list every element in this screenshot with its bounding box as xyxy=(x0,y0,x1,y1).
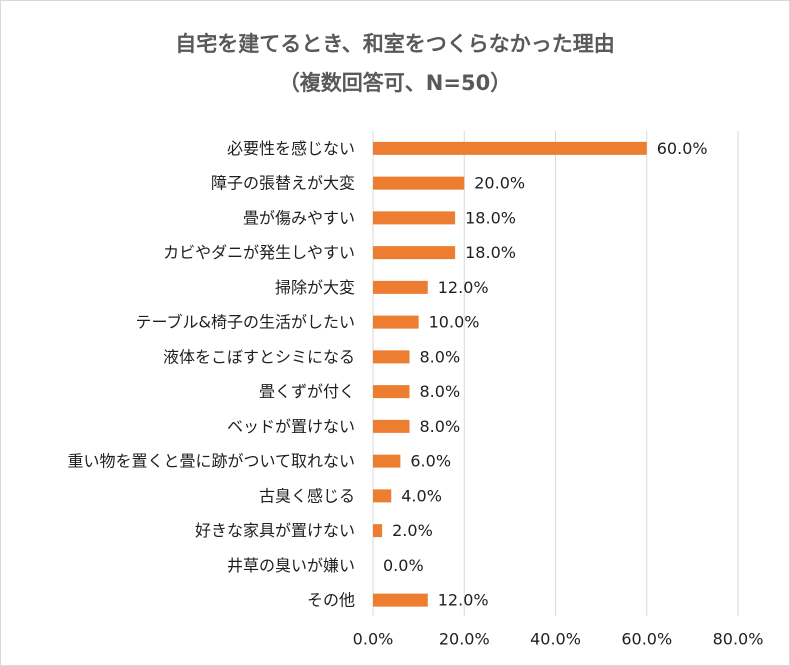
data-label-11: 2.0% xyxy=(392,521,433,540)
category-label-9: 重い物を置くと畳に跡がついて取れない xyxy=(67,452,355,471)
bar-10 xyxy=(373,489,392,503)
bar-7 xyxy=(373,385,410,399)
data-label-1: 20.0% xyxy=(474,174,525,193)
chart-title: 自宅を建てるとき、和室をつくらなかった理由 xyxy=(175,32,615,56)
x-tick-label-1: 20.0% xyxy=(439,630,490,649)
bar-3 xyxy=(373,246,456,260)
chart-subtitle: （複数回答可、N=50） xyxy=(278,71,512,95)
x-tick-label-3: 60.0% xyxy=(621,630,672,649)
bar-2 xyxy=(373,211,456,225)
category-label-6: 液体をこぼすとシミになる xyxy=(163,347,355,366)
category-label-0: 必要性を感じない xyxy=(227,139,355,158)
bar-4 xyxy=(373,280,428,294)
bar-0 xyxy=(373,141,647,155)
category-label-8: ベッドが置けない xyxy=(227,417,355,436)
x-tick-label-4: 80.0% xyxy=(713,630,764,649)
data-label-10: 4.0% xyxy=(401,486,442,505)
x-tick-label-0: 0.0% xyxy=(353,630,394,649)
bar-5 xyxy=(373,315,419,329)
data-label-2: 18.0% xyxy=(465,208,516,227)
category-label-2: 畳が傷みやすい xyxy=(243,208,355,227)
data-label-9: 6.0% xyxy=(410,452,451,471)
data-label-3: 18.0% xyxy=(465,243,516,262)
data-label-5: 10.0% xyxy=(429,313,480,332)
category-label-4: 掃除が大変 xyxy=(275,278,355,297)
bar-1 xyxy=(373,176,465,190)
category-label-11: 好きな家具が置けない xyxy=(195,521,355,540)
bar-8 xyxy=(373,419,410,433)
category-label-5: テーブル&椅子の生活がしたい xyxy=(135,313,355,332)
data-label-4: 12.0% xyxy=(438,278,489,297)
category-label-13: その他 xyxy=(307,591,355,610)
category-label-12: 井草の臭いが嫌い xyxy=(227,556,355,575)
category-label-1: 障子の張替えが大変 xyxy=(211,174,355,193)
category-label-10: 古臭く感じる xyxy=(259,486,355,505)
data-label-6: 8.0% xyxy=(420,347,461,366)
bar-9 xyxy=(373,454,401,468)
category-label-3: カビやダニが発生しやすい xyxy=(163,243,355,262)
bar-6 xyxy=(373,350,410,364)
bar-11 xyxy=(373,524,383,538)
data-label-7: 8.0% xyxy=(420,382,461,401)
data-label-12: 0.0% xyxy=(383,556,424,575)
x-tick-label-2: 40.0% xyxy=(530,630,581,649)
category-label-7: 畳くずが付く xyxy=(259,382,355,401)
data-label-0: 60.0% xyxy=(657,139,708,158)
data-label-13: 12.0% xyxy=(438,591,489,610)
data-label-8: 8.0% xyxy=(420,417,461,436)
bar-13 xyxy=(373,593,428,607)
